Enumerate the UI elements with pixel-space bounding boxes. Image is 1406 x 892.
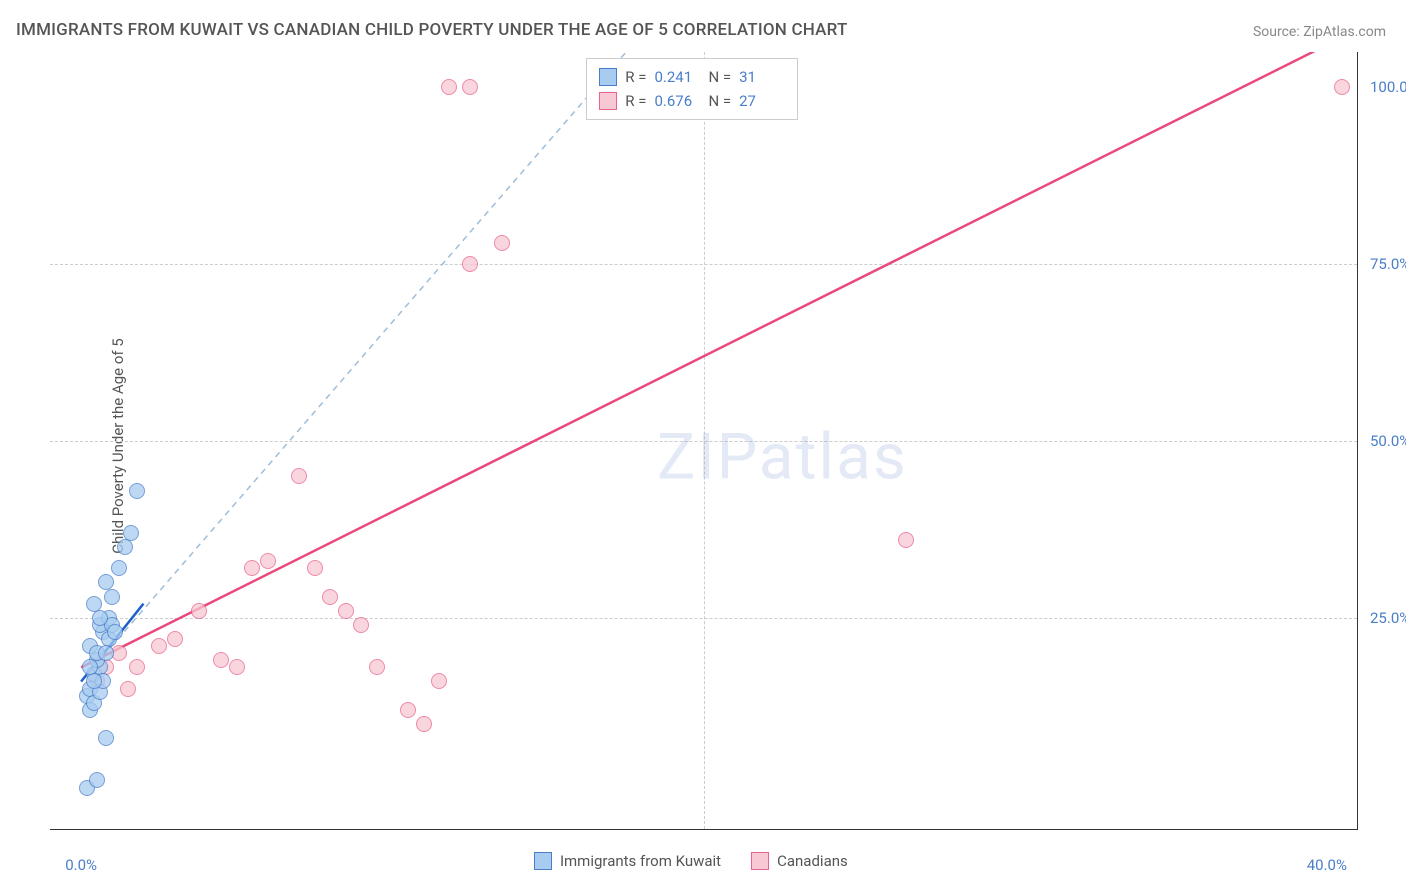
stat-n-label: N = (708, 65, 731, 89)
stat-r-value: 0.241 (654, 65, 700, 89)
watermark: ZIPatlas (657, 419, 908, 494)
correlation-chart: IMMIGRANTS FROM KUWAIT VS CANADIAN CHILD… (0, 0, 1406, 892)
data-point-kuwait (107, 624, 123, 640)
stat-n-value: 31 (739, 65, 785, 89)
data-point-canadians (167, 631, 183, 647)
data-point-canadians (369, 659, 385, 675)
stat-r-label: R = (625, 65, 646, 89)
data-point-kuwait (104, 589, 120, 605)
data-point-kuwait (123, 525, 139, 541)
data-point-canadians (260, 553, 276, 569)
gridline-v (704, 52, 705, 829)
data-point-canadians (462, 79, 478, 95)
plot-area: ZIPatlas (50, 52, 1358, 830)
x-tick-label: 40.0% (1307, 856, 1347, 874)
data-point-canadians (400, 702, 416, 718)
stat-r-label: R = (625, 89, 646, 113)
data-point-kuwait (89, 772, 105, 788)
legend-swatch (534, 852, 552, 870)
data-point-canadians (291, 468, 307, 484)
legend-item: Canadians (751, 852, 848, 870)
data-point-canadians (441, 79, 457, 95)
series-legend: Immigrants from Kuwait Canadians (534, 852, 848, 870)
legend-swatch (599, 68, 617, 86)
data-point-kuwait (98, 574, 114, 590)
data-point-kuwait (92, 610, 108, 626)
stat-n-value: 27 (739, 89, 785, 113)
stats-legend-row: R = 0.241 N = 31 (599, 65, 785, 89)
legend-swatch (751, 852, 769, 870)
data-point-canadians (213, 652, 229, 668)
y-tick-label: 75.0% (1370, 255, 1406, 273)
chart-title: IMMIGRANTS FROM KUWAIT VS CANADIAN CHILD… (16, 20, 848, 40)
data-point-kuwait (86, 673, 102, 689)
data-point-canadians (120, 681, 136, 697)
data-point-kuwait (117, 539, 133, 555)
data-point-canadians (898, 532, 914, 548)
x-tick-label: 0.0% (65, 856, 97, 874)
data-point-canadians (229, 659, 245, 675)
data-point-canadians (1334, 79, 1350, 95)
y-tick-label: 25.0% (1370, 609, 1406, 627)
data-point-canadians (244, 560, 260, 576)
stats-legend: R = 0.241 N = 31 R = 0.676 N = 27 (586, 58, 798, 120)
source-attribution: Source: ZipAtlas.com (1253, 24, 1386, 40)
data-point-canadians (416, 716, 432, 732)
data-point-canadians (462, 256, 478, 272)
y-tick-label: 50.0% (1370, 432, 1406, 450)
legend-label: Canadians (777, 852, 848, 870)
data-point-canadians (338, 603, 354, 619)
data-point-kuwait (82, 659, 98, 675)
data-point-kuwait (98, 645, 114, 661)
data-point-canadians (353, 617, 369, 633)
stats-legend-row: R = 0.676 N = 27 (599, 89, 785, 113)
stat-r-value: 0.676 (654, 89, 700, 113)
legend-label: Immigrants from Kuwait (560, 852, 721, 870)
y-tick-label: 100.0% (1370, 78, 1406, 96)
data-point-canadians (129, 659, 145, 675)
data-point-canadians (494, 235, 510, 251)
data-point-kuwait (129, 483, 145, 499)
data-point-kuwait (111, 560, 127, 576)
data-point-canadians (431, 673, 447, 689)
data-point-canadians (322, 589, 338, 605)
data-point-kuwait (98, 730, 114, 746)
data-point-canadians (307, 560, 323, 576)
stat-n-label: N = (708, 89, 731, 113)
legend-swatch (599, 92, 617, 110)
data-point-canadians (151, 638, 167, 654)
legend-item: Immigrants from Kuwait (534, 852, 721, 870)
data-point-canadians (191, 603, 207, 619)
